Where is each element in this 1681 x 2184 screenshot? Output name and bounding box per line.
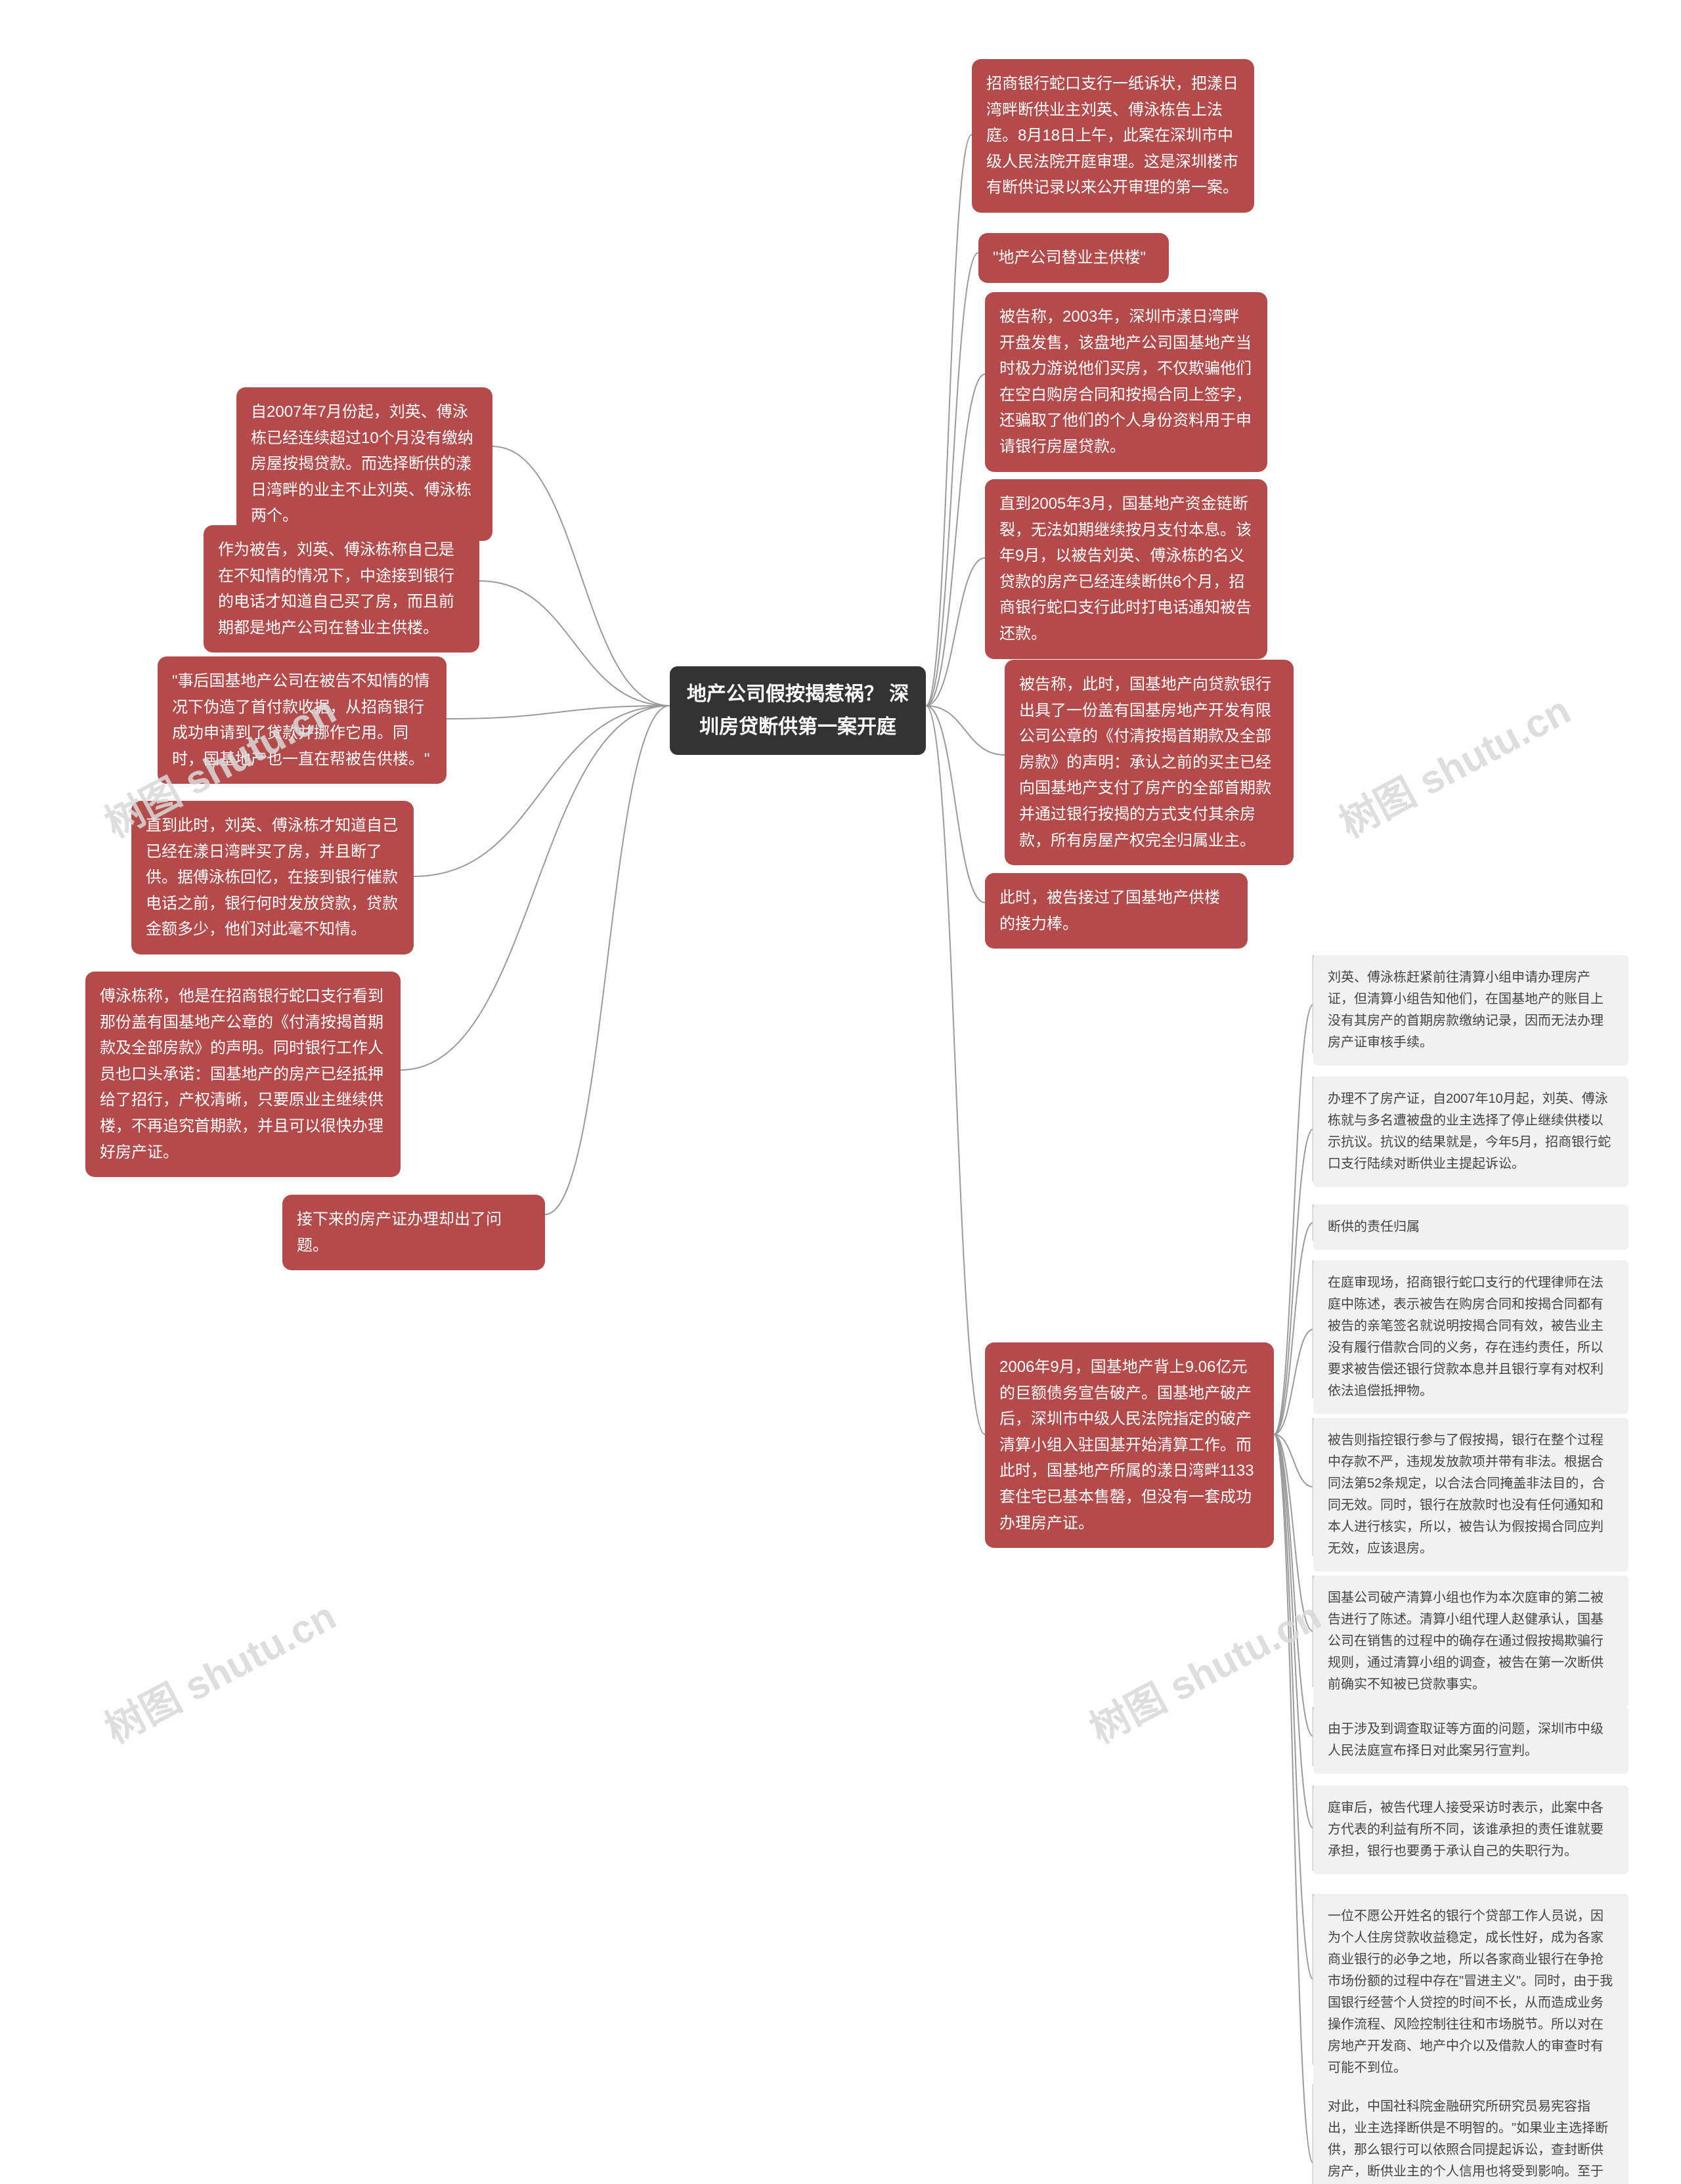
grey-node-6: 国基公司破产清算小组也作为本次庭审的第二被告进行了陈述。清算小组代理人赵健承认，…	[1313, 1575, 1628, 1707]
grey-node-9: 一位不愿公开姓名的银行个贷部工作人员说，因为个人住房贷款收益稳定，成长性好，成为…	[1313, 1894, 1628, 2091]
left-node-2: 作为被告，刘英、傅泳栋称自己是在不知情的情况下，中途接到银行的电话才知道自己买了…	[204, 525, 479, 653]
edge	[492, 446, 670, 706]
center-line: 圳房贷断供第一案开庭	[699, 716, 896, 738]
edge	[1274, 1434, 1313, 1979]
grey-node-5: 被告则指控银行参与了假按揭，银行在整个过程中存款不严，违规发放款项并带有非法。根…	[1313, 1418, 1628, 1572]
edge	[479, 581, 670, 706]
edge	[1274, 1223, 1313, 1435]
edge	[1274, 1129, 1313, 1434]
edge	[1274, 1434, 1313, 1828]
left-node-5: 傅泳栋称，他是在招商银行蛇口支行看到那份盖有国基地产公章的《付清按揭首期款及全部…	[85, 972, 401, 1177]
edge	[447, 706, 670, 719]
right-node-5: 被告称，此时，国基地产向贷款银行出具了一份盖有国基房地产开发有限公司公章的《付清…	[1005, 660, 1294, 865]
right-node-1: 招商银行蛇口支行一纸诉状，把漾日湾畔断供业主刘英、傅泳栋告上法庭。8月18日上午…	[972, 59, 1254, 213]
center-topic: 地产公司假按揭惹祸？ 深圳房贷断供第一案开庭	[670, 666, 926, 755]
edge	[926, 253, 978, 706]
right-node-6: 此时，被告接过了国基地产供楼的接力棒。	[985, 873, 1248, 949]
grey-node-3: 断供的责任归属	[1313, 1205, 1628, 1250]
left-node-4: 直到此时，刘英、傅泳栋才知道自己已经在漾日湾畔买了房，并且断了供。据傅泳栋回忆，…	[131, 801, 414, 954]
edge	[545, 706, 670, 1214]
edge	[926, 135, 972, 706]
grey-node-8: 庭审后，被告代理人接受采访时表示，此案中各方代表的利益有所不同，该谁承担的责任谁…	[1313, 1786, 1628, 1874]
grey-node-10: 对此，中国社科院金融研究所研究员易宪容指出，业主选择断供是不明智的。"如果业主选…	[1313, 2084, 1628, 2184]
grey-node-7: 由于涉及到调查取证等方面的问题，深圳市中级人民法庭宣布择日对此案另行宣判。	[1313, 1707, 1628, 1774]
mindmap-canvas: 地产公司假按揭惹祸？ 深圳房贷断供第一案开庭 自2007年7月份起，刘英、傅泳栋已…	[0, 0, 1681, 2184]
right-node-4: 直到2005年3月，国基地产资金链断裂，无法如期继续按月支付本息。该年9月，以被…	[985, 479, 1267, 659]
right-node-7: 2006年9月，国基地产背上9.06亿元的巨额债务宣告破产。国基地产破产后，深圳…	[985, 1342, 1274, 1548]
grey-node-1: 刘英、傅泳栋赶紧前往清算小组申请办理房产证，但清算小组告知他们，在国基地产的账目…	[1313, 955, 1628, 1065]
right-node-3: 被告称，2003年，深圳市漾日湾畔开盘发售，该盘地产公司国基地产当时极力游说他们…	[985, 292, 1267, 472]
edge	[1274, 1004, 1313, 1434]
left-node-6: 接下来的房产证办理却出了问题。	[282, 1195, 545, 1270]
left-node-1: 自2007年7月份起，刘英、傅泳栋已经连续超过10个月没有缴纳房屋按揭贷款。而选…	[236, 387, 492, 541]
grey-node-2: 办理不了房产证，自2007年10月起，刘英、傅泳栋就与多名遭被盘的业主选择了停止…	[1313, 1077, 1628, 1187]
edge	[926, 706, 985, 1434]
edge	[1274, 1434, 1313, 2163]
grey-node-4: 在庭审现场，招商银行蛇口支行的代理律师在法庭中陈述，表示被告在购房合同和按揭合同…	[1313, 1260, 1628, 1414]
center-line: 地产公司假按揭惹祸？ 深	[687, 683, 909, 705]
right-node-2: "地产公司替业主供楼"	[978, 233, 1169, 283]
left-node-3: "事后国基地产公司在被告不知情的情况下伪造了首付款收据，从招商银行成功申请到了贷…	[158, 656, 447, 784]
edge	[926, 706, 985, 903]
